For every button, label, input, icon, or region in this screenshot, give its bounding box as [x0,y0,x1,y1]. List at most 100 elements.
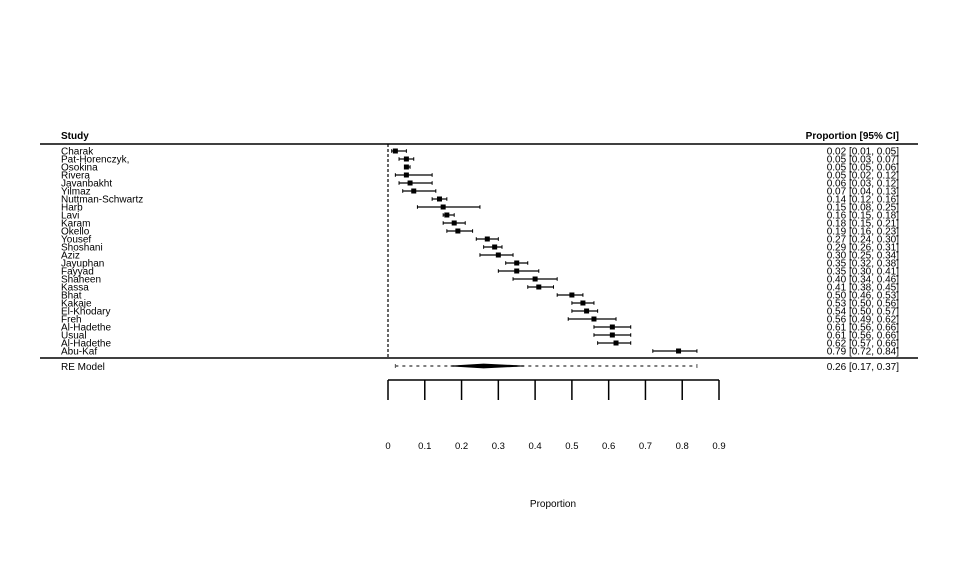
study-ci-text: 0.40 [0.34, 0.46] [827,275,900,286]
study-ci-text: 0.05 [0.03, 0.07] [827,155,900,166]
study-ci-text: 0.56 [0.49, 0.62] [827,315,900,326]
summary-ci-text: 0.26 [0.17, 0.37] [827,362,900,373]
study-label: Kassa [61,283,89,294]
study-ci-text: 0.62 [0.57, 0.66] [827,339,900,350]
study-row: Shaheen 0.40 [0.34, 0.46] [61,275,899,286]
study-label: Karam [61,219,90,230]
study-row: Abu-Kaf 0.79 [0.72, 0.84] [61,347,899,358]
x-tick-label: 0 [385,441,390,452]
x-tick-label: 0.7 [639,441,652,452]
study-label: Yilmaz [61,187,91,198]
study-ci-text: 0.14 [0.12, 0.16] [827,195,900,206]
point-estimate [403,172,409,178]
study-label: Abu-Kaf [61,347,97,358]
study-ci-text: 0.61 [0.56, 0.66] [827,323,900,334]
study-label: Rivera [61,171,90,182]
point-estimate [444,212,450,218]
study-row: Shoshani 0.29 [0.26, 0.31] [61,243,899,254]
point-estimate [455,228,461,234]
study-label: Okello [61,227,90,238]
study-ci-text: 0.54 [0.50, 0.57] [827,307,900,318]
study-label: Nuttman-Schwartz [61,195,143,206]
study-ci-text: 0.30 [0.25, 0.34] [827,251,900,262]
study-label: Freh [61,315,82,326]
study-ci-text: 0.05 [0.02, 0.12] [827,171,900,182]
study-label: Shoshani [61,243,103,254]
study-ci-text: 0.02 [0.01, 0.05] [827,147,900,158]
study-label: El-Khodary [61,307,110,318]
study-label: Al-Hadethe [61,323,111,334]
x-tick-label: 0.5 [565,441,578,452]
study-ci-text: 0.06 [0.03, 0.12] [827,179,900,190]
study-ci-text: 0.29 [0.26, 0.31] [827,243,900,254]
study-ci-text: 0.05 [0.05, 0.06] [827,163,900,174]
point-estimate [514,260,520,266]
study-row: Yousef 0.27 [0.24, 0.30] [61,235,899,246]
summary-row: RE Model 0.26 [0.17, 0.37] [61,362,899,373]
study-label: Kakaje [61,299,92,310]
point-estimate [492,244,498,250]
study-ci-text: 0.50 [0.46, 0.53] [827,291,900,302]
study-row: Lavi 0.16 [0.15, 0.18] [61,211,899,222]
study-ci-text: 0.18 [0.15, 0.21] [827,219,900,230]
point-estimate [609,324,615,330]
x-axis: 0 0.1 0.2 0.3 0.4 0.5 0.6 0.7 0.8 0.9 [385,379,726,452]
study-label: Usual [61,331,87,342]
study-row: Yilmaz 0.07 [0.04, 0.13] [61,187,899,198]
study-label: Shaheen [61,275,101,286]
study-ci-text: 0.35 [0.32, 0.38] [827,259,900,270]
study-label: Al-Hadethe [61,339,111,350]
study-ci-text: 0.53 [0.50, 0.56] [827,299,900,310]
study-row: Jayuphan 0.35 [0.32, 0.38] [61,259,899,270]
point-estimate [436,196,442,202]
study-row: Nuttman-Schwartz 0.14 [0.12, 0.16] [61,195,899,206]
study-row: Aziz 0.30 [0.25, 0.34] [61,251,899,262]
study-row: Usual 0.61 [0.56, 0.66] [61,331,899,342]
point-estimate [403,156,409,162]
study-label: Charak [61,147,94,158]
study-label: Bhat [61,291,82,302]
study-label: Aziz [61,251,80,262]
study-header: Study [61,131,89,142]
study-ci-text: 0.19 [0.16, 0.23] [827,227,900,238]
study-row: El-Khodary 0.54 [0.50, 0.57] [61,307,899,318]
point-estimate [514,268,520,274]
study-label: Yousef [61,235,91,246]
study-row: Osokina 0.05 [0.05, 0.06] [61,163,899,174]
study-label: Harb [61,203,83,214]
study-row: Fayyad 0.35 [0.30, 0.41] [61,267,899,278]
study-ci-text: 0.07 [0.04, 0.13] [827,187,900,198]
point-estimate [411,188,417,194]
study-label: Lavi [61,211,79,222]
study-row: Okello 0.19 [0.16, 0.23] [61,227,899,238]
study-ci-text: 0.35 [0.30, 0.41] [827,267,900,278]
x-tick-label: 0.3 [492,441,505,452]
study-row: Bhat 0.50 [0.46, 0.53] [61,291,899,302]
ci-header: Proportion [95% CI] [806,131,899,142]
point-estimate [580,300,586,306]
study-ci-text: 0.79 [0.72, 0.84] [827,347,900,358]
study-label: Osokina [61,163,98,174]
study-label: Javanbakht [61,179,112,190]
summary-label: RE Model [61,362,105,373]
point-estimate [584,308,590,314]
study-ci-text: 0.27 [0.24, 0.30] [827,235,900,246]
study-row: Karam 0.18 [0.15, 0.21] [61,219,899,230]
x-tick-label: 0.4 [529,441,542,452]
point-estimate [536,284,542,290]
point-estimate [484,236,490,242]
study-row: Harb 0.15 [0.08, 0.25] [61,203,899,214]
point-estimate [392,148,398,154]
x-tick-label: 0.1 [418,441,431,452]
x-axis-label: Proportion [530,499,576,510]
study-ci-text: 0.16 [0.15, 0.18] [827,211,900,222]
study-row: Kassa 0.41 [0.38, 0.45] [61,283,899,294]
study-ci-text: 0.61 [0.56, 0.66] [827,331,900,342]
point-estimate [676,348,682,354]
point-estimate [569,292,575,298]
study-ci-text: 0.15 [0.08, 0.25] [827,203,900,214]
point-estimate [532,276,538,282]
point-estimate [440,204,446,210]
point-estimate [407,180,413,186]
point-estimate [451,220,457,226]
